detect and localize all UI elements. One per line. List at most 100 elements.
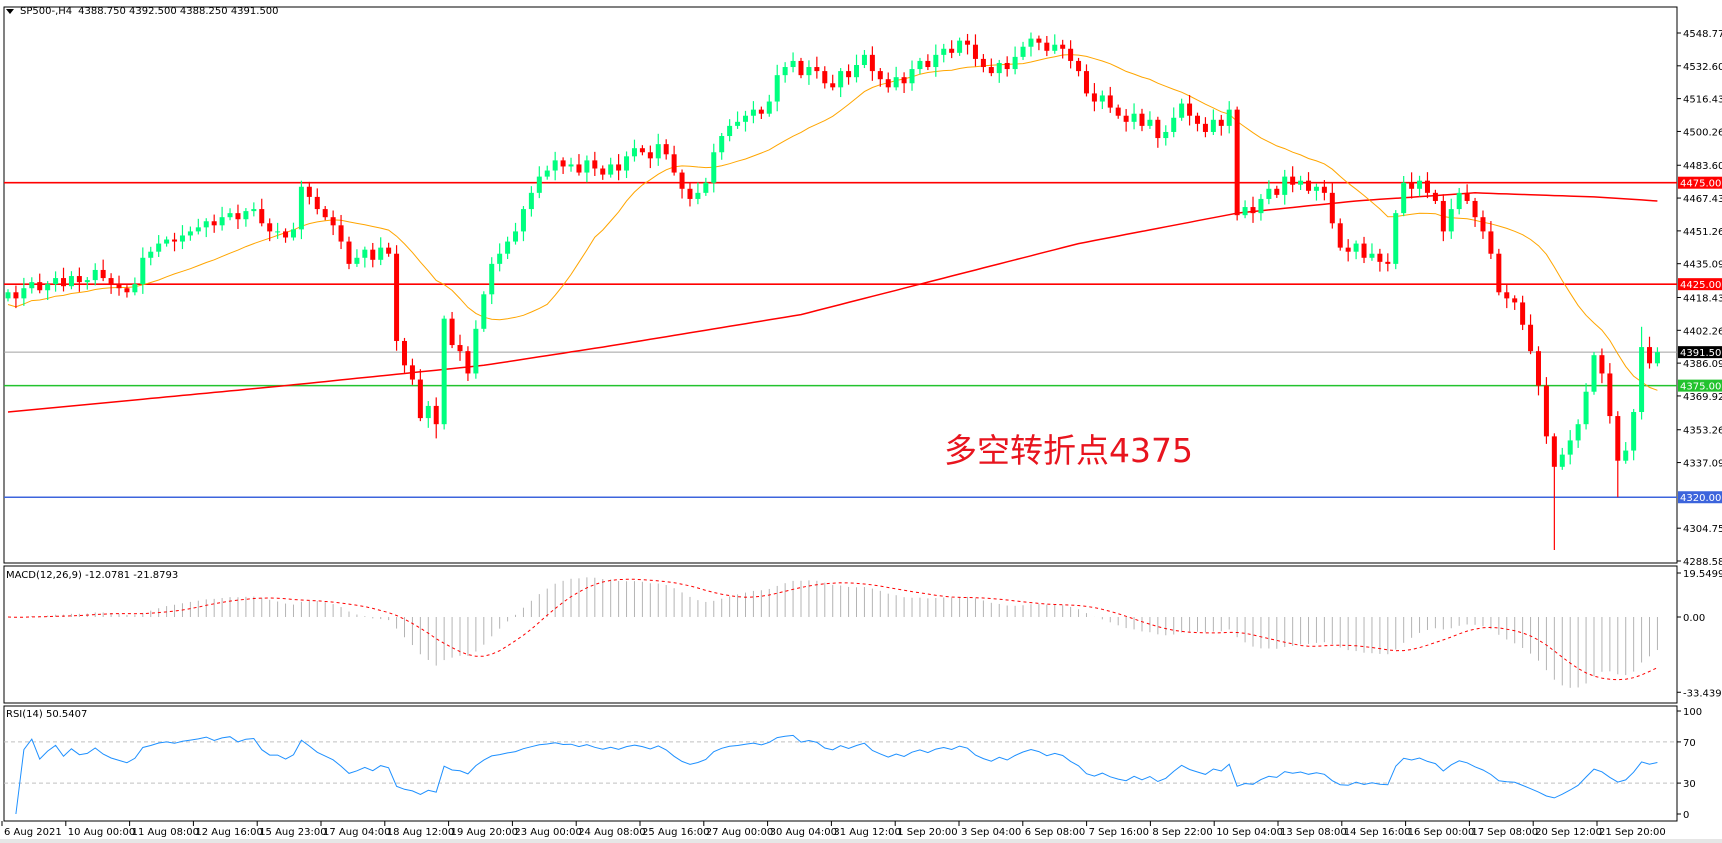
candle-body (1361, 243, 1367, 258)
candle-body (735, 121, 741, 126)
candle-body (1052, 44, 1058, 51)
dropdown-triangle-icon[interactable] (6, 9, 14, 14)
time-tick-label: 8 Sep 22:00 (1152, 827, 1212, 838)
candle-body (21, 288, 27, 299)
candle-body (1004, 62, 1010, 70)
price-tick-label: 4386.090 (1683, 359, 1722, 370)
time-tick-label: 30 Aug 04:00 (770, 827, 837, 838)
candle-body (108, 278, 114, 285)
candle-body (988, 67, 994, 74)
candle-body (1321, 186, 1327, 193)
price-tick-label: 4451.260 (1683, 227, 1722, 238)
candle-body (68, 276, 74, 287)
time-tick-label: 17 Aug 04:00 (323, 827, 390, 838)
candle-body (1631, 412, 1637, 451)
candle-body (1385, 261, 1391, 264)
candle-body (1337, 223, 1343, 248)
candle-body (1099, 95, 1105, 102)
price-tick-label: 4532.600 (1683, 62, 1722, 73)
candle-body (639, 148, 645, 153)
time-tick-label: 16 Sep 00:00 (1408, 827, 1475, 838)
candle-body (568, 164, 574, 167)
candle-body (53, 278, 59, 285)
candle-body (1647, 347, 1653, 364)
candle-body (1654, 352, 1660, 364)
level-label-bg (1678, 278, 1722, 291)
price-tick-label: 4435.090 (1683, 260, 1722, 271)
candle-body (1409, 182, 1415, 189)
candle-body (235, 213, 241, 220)
candle-body (1520, 302, 1526, 325)
candle-body (1155, 119, 1161, 139)
candle-body (758, 109, 764, 114)
rsi-tick-label: 30 (1683, 779, 1696, 790)
candle-body (1543, 385, 1549, 437)
candle-body (1131, 113, 1137, 122)
candle-body (481, 294, 487, 329)
candle-body (980, 58, 986, 68)
candle-body (838, 71, 844, 88)
ma-slow-line (7, 192, 1658, 413)
candle-body (13, 292, 19, 299)
candle-body (275, 231, 281, 233)
candle-body (76, 276, 82, 283)
ohlc-readout: 4388.750 4392.500 4388.250 4391.500 (78, 6, 279, 17)
candle-body (854, 65, 860, 78)
candle-body (441, 318, 447, 425)
candle-body (877, 71, 883, 80)
price-tick-label: 4402.260 (1683, 326, 1722, 337)
time-tick-label: 23 Aug 00:00 (514, 827, 581, 838)
candle-body (1401, 182, 1407, 214)
candle-body (798, 60, 804, 76)
candle-body (1377, 253, 1383, 262)
candle-body (1139, 113, 1145, 126)
candle-body (1298, 180, 1304, 185)
candle-body (576, 164, 582, 173)
rsi-tick-label: 100 (1683, 707, 1702, 718)
time-tick-label: 12 Aug 16:00 (195, 827, 262, 838)
candle-body (1313, 186, 1319, 191)
time-tick-label: 17 Sep 08:00 (1471, 827, 1538, 838)
rsi-panel-frame (3, 705, 1678, 822)
candle-body (996, 62, 1002, 74)
candle-body (727, 125, 733, 137)
macd-tick-label: 0.00 (1683, 613, 1705, 624)
candle-body (663, 144, 669, 155)
price-tick-label: 4418.430 (1683, 293, 1722, 304)
time-tick-label: 21 Sep 20:00 (1599, 827, 1666, 838)
candle-body (1567, 440, 1573, 455)
symbol-label: SP500-,H4 (20, 6, 73, 17)
candle-body (1091, 93, 1097, 102)
candle-body (84, 280, 90, 283)
candle-body (941, 48, 947, 55)
time-tick-label: 6 Aug 2021 (4, 827, 62, 838)
candle-body (766, 101, 772, 114)
time-tick-label: 31 Aug 12:00 (833, 827, 900, 838)
candle-body (156, 243, 162, 252)
candle-body (489, 263, 495, 295)
annotation-text: 多空转折点4375 (944, 431, 1193, 470)
candle-body (195, 227, 201, 232)
candle-body (140, 257, 146, 285)
candle-body (933, 54, 939, 68)
level-label: 4425.000 (1680, 280, 1722, 291)
candle-body (251, 209, 257, 212)
candle-body (544, 170, 550, 177)
candle-body (647, 152, 653, 159)
time-tick-label: 10 Aug 00:00 (68, 827, 135, 838)
candle-body (846, 71, 852, 78)
macd-panel-frame (3, 565, 1678, 704)
candle-body (290, 229, 296, 238)
candle-body (465, 351, 471, 374)
price-tick-label: 4548.770 (1683, 29, 1722, 40)
candle-body (917, 60, 923, 70)
candle-body (528, 192, 534, 210)
candle-body (211, 221, 217, 226)
candle-body (1440, 200, 1446, 232)
candle-body (1607, 373, 1613, 417)
candle-body (822, 71, 828, 84)
candle-body (227, 213, 233, 218)
candle-body (497, 253, 503, 264)
time-tick-label: 14 Sep 16:00 (1344, 827, 1411, 838)
